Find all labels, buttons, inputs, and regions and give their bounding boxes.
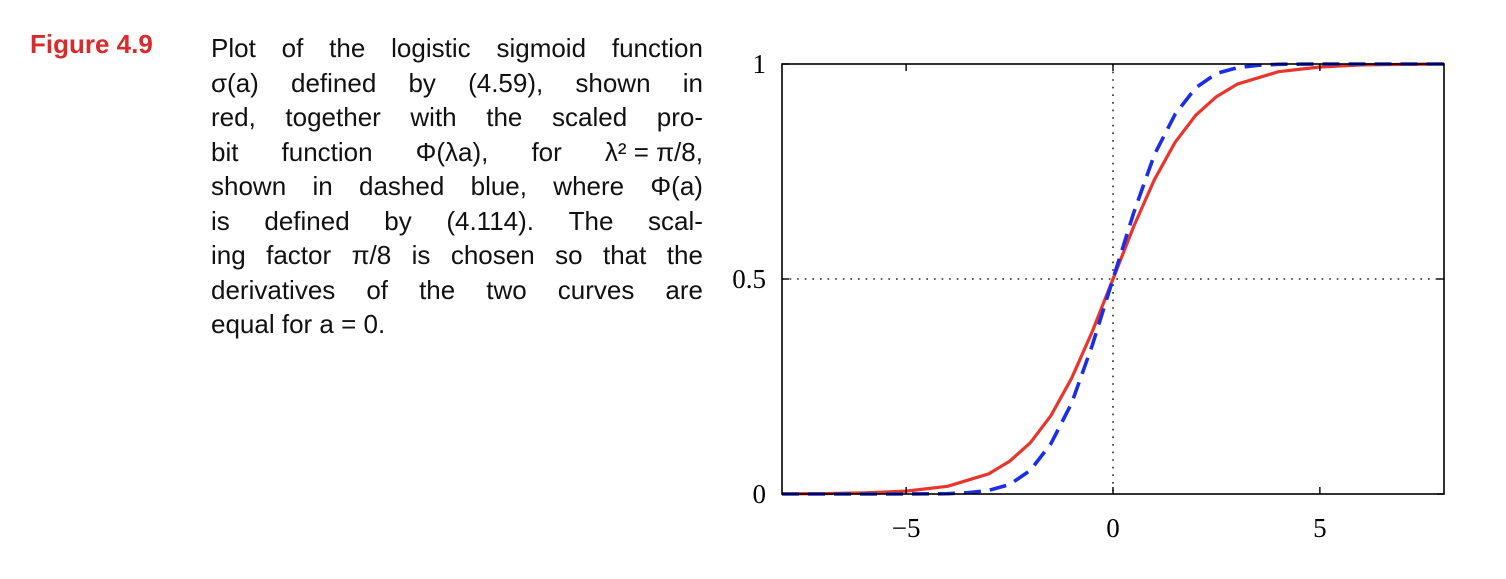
x-tick-label: 5 bbox=[1313, 513, 1327, 543]
y-tick-label: 1 bbox=[753, 49, 767, 79]
figure-caption: Plot of the logistic sigmoid function σ(a) def… bbox=[211, 31, 703, 342]
caption-line: ing factor π/8 is chosen so that the bbox=[211, 238, 703, 273]
caption-word: defined bbox=[264, 205, 350, 236]
caption-word: shown bbox=[211, 171, 287, 201]
caption-line: equal for a = 0. bbox=[211, 307, 703, 342]
caption-word: scaled bbox=[552, 102, 628, 132]
caption-word: of bbox=[366, 274, 389, 305]
y-tick-label: 0.5 bbox=[732, 264, 766, 294]
caption-word: red, bbox=[211, 102, 256, 132]
caption-word: shown bbox=[575, 67, 651, 98]
caption-word: with bbox=[410, 102, 457, 132]
caption-word: for bbox=[531, 136, 562, 167]
caption-word: the bbox=[486, 102, 523, 132]
caption-word: σ(a) bbox=[211, 67, 259, 98]
caption-word: is bbox=[411, 240, 431, 270]
caption-word: scal- bbox=[648, 205, 703, 236]
caption-line: derivatives of the two curves are bbox=[211, 273, 703, 308]
caption-word: function bbox=[281, 136, 373, 167]
caption-word: in bbox=[312, 171, 333, 201]
caption-word: defined bbox=[290, 67, 377, 98]
caption-word: factor bbox=[266, 240, 332, 270]
caption-word: (4.59), bbox=[468, 67, 544, 98]
caption-line: shown in dashed blue, where Φ(a) bbox=[211, 169, 703, 204]
caption-line: Plot of the logistic sigmoid function bbox=[211, 31, 703, 66]
caption-word: λ² = π/8, bbox=[604, 136, 703, 167]
caption-word: Φ(a) bbox=[650, 171, 703, 201]
x-tick-label: 0 bbox=[1106, 513, 1120, 543]
caption-word: together bbox=[285, 102, 381, 132]
caption-word: sigmoid bbox=[496, 33, 587, 63]
caption-line: is defined by (4.114). The scal- bbox=[211, 204, 703, 239]
caption-word: the bbox=[419, 274, 456, 305]
caption-word: by bbox=[384, 205, 412, 236]
caption-word: π/8 bbox=[351, 240, 392, 270]
caption-word: so bbox=[555, 240, 583, 270]
caption-word: ing bbox=[211, 240, 246, 270]
caption-word: is bbox=[211, 205, 230, 236]
caption-word: Plot bbox=[211, 33, 256, 63]
caption-word: blue, bbox=[470, 171, 527, 201]
caption-word: the bbox=[329, 33, 366, 63]
caption-word: chosen bbox=[450, 240, 535, 270]
caption-word: curves bbox=[557, 274, 635, 305]
caption-word: by bbox=[408, 67, 436, 98]
caption-word: dashed bbox=[359, 171, 445, 201]
caption-word: equal for a = 0. bbox=[211, 309, 386, 339]
sigmoid-curve bbox=[781, 62, 1445, 496]
caption-word: The bbox=[568, 205, 614, 236]
caption-word: two bbox=[486, 274, 527, 305]
caption-word: bit bbox=[211, 136, 239, 167]
caption-word: function bbox=[611, 33, 703, 63]
caption-line: σ(a) defined by (4.59), shown in bbox=[211, 66, 703, 101]
caption-word: in bbox=[682, 67, 703, 98]
x-tick-label: −5 bbox=[892, 513, 921, 543]
caption-word: logistic bbox=[391, 33, 471, 63]
caption-word: that bbox=[602, 240, 647, 270]
caption-word: where bbox=[553, 171, 625, 201]
caption-word: Φ(λa), bbox=[415, 136, 489, 167]
caption-line: bit function Φ(λa), for λ² = π/8, bbox=[211, 135, 703, 170]
caption-word: (4.114). bbox=[446, 205, 535, 236]
caption-word: derivatives bbox=[211, 274, 336, 305]
caption-word: are bbox=[665, 274, 703, 305]
y-tick-label: 0 bbox=[753, 479, 767, 509]
caption-word: the bbox=[666, 240, 703, 270]
caption-word: pro- bbox=[656, 102, 703, 132]
caption-word: of bbox=[281, 33, 304, 63]
caption-line: red, together with the scaled pro- bbox=[211, 100, 703, 135]
figure-label: Figure 4.9 bbox=[30, 29, 153, 59]
